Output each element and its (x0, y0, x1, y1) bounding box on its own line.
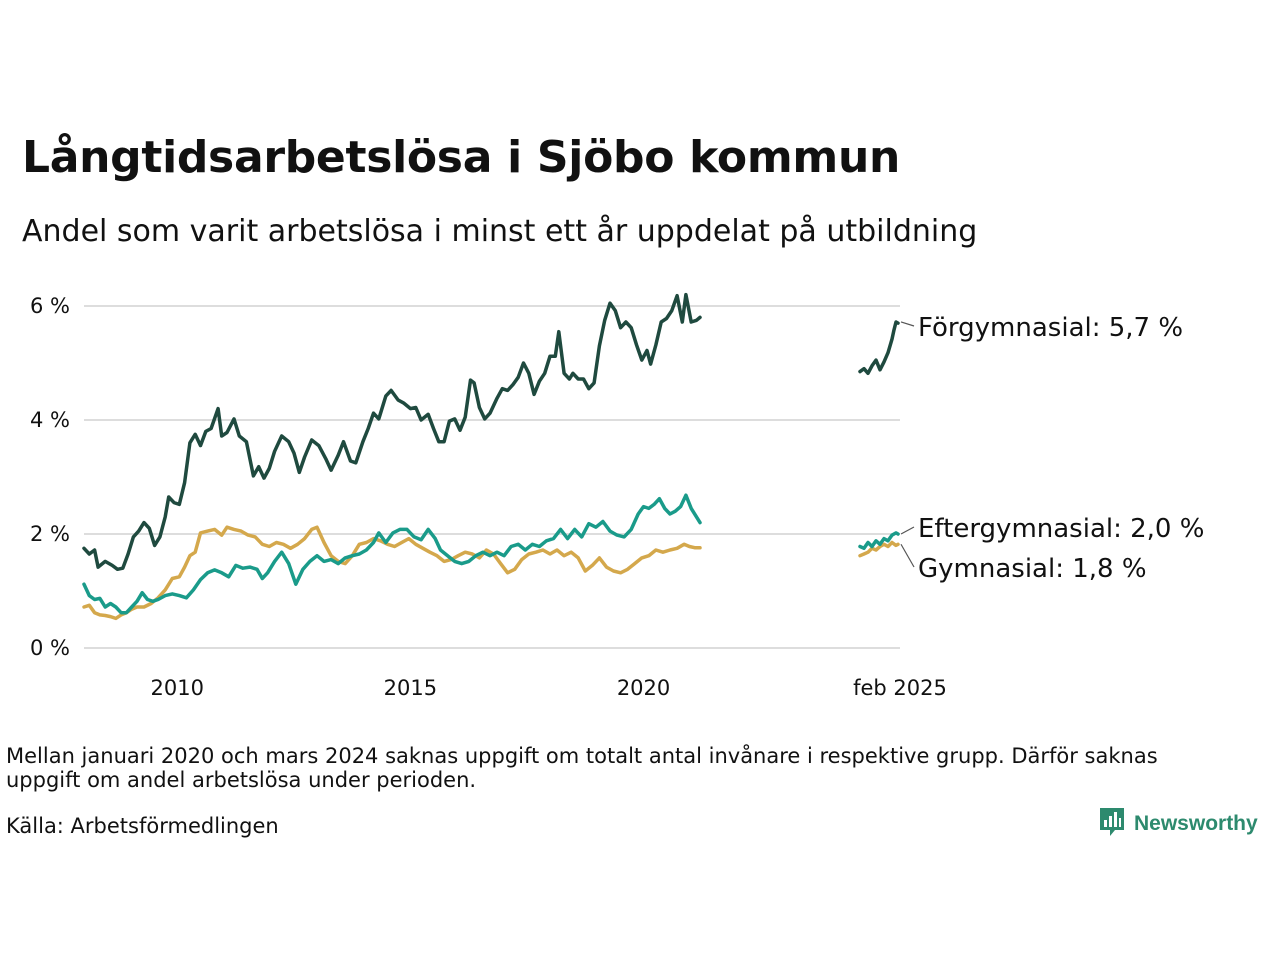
footnote: Mellan januari 2020 och mars 2024 saknas… (6, 744, 1158, 792)
y-tick-label: 0 % (30, 636, 70, 660)
chart-subtitle: Andel som varit arbetslösa i minst ett å… (22, 214, 978, 249)
y-tick-label: 2 % (30, 522, 70, 546)
brand-name: Newsworthy (1134, 812, 1258, 835)
series-line-eftergymnasial (82, 493, 702, 615)
series-line-förgymnasial (82, 292, 702, 572)
source-text: Källa: Arbetsförmedlingen (6, 814, 279, 838)
x-tick-label: 2010 (151, 676, 204, 700)
series-label-eftergymnasial: Eftergymnasial: 2,0 % (918, 514, 1204, 544)
label-leader-line (900, 543, 915, 568)
series-labels: Förgymnasial: 5,7 % Eftergymnasial: 2,0 %… (900, 313, 1204, 584)
series-line-gymnasial-recent (858, 540, 900, 558)
grid-lines (84, 305, 900, 649)
x-tick-label: 2015 (384, 676, 437, 700)
y-tick-label: 6 % (30, 294, 70, 318)
label-leader-line (900, 321, 915, 327)
series-line-eftergymnasial-recent (858, 531, 900, 551)
brand-logo: Newsworthy (1098, 808, 1258, 840)
series-label-gymnasial: Gymnasial: 1,8 % (918, 554, 1147, 584)
x-tick-label: feb 2025 (853, 676, 947, 700)
bar-chart-logo-icon (1098, 806, 1126, 842)
x-axis: 2010 2015 2020 feb 2025 (151, 676, 947, 700)
y-tick-label: 4 % (30, 408, 70, 432)
label-leader-line (900, 526, 915, 535)
chart-title: Långtidsarbetslösa i Sjöbo kommun (22, 132, 901, 183)
series-lines (82, 292, 900, 621)
series-line-förgymnasial-recent (858, 320, 900, 376)
y-axis: 0 % 2 % 4 % 6 % (30, 294, 70, 660)
x-tick-label: 2020 (617, 676, 670, 700)
series-line-gymnasial (82, 525, 702, 621)
series-label-förgymnasial: Förgymnasial: 5,7 % (918, 313, 1183, 343)
